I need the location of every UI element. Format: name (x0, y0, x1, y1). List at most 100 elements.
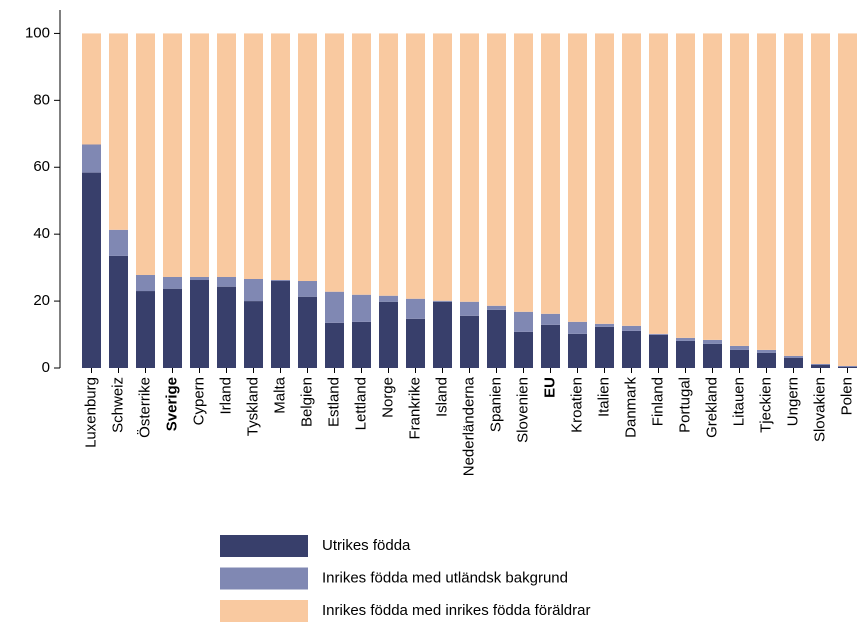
bar-segment (406, 298, 425, 319)
bar-segment (622, 325, 641, 331)
y-tick-label: 0 (42, 359, 50, 376)
bar-segment (298, 296, 317, 368)
bar-segment (595, 326, 614, 368)
x-tick-label: Frankrike (406, 377, 423, 440)
legend-label: Inrikes födda med inrikes födda föräldra… (322, 602, 590, 619)
bar-segment (514, 331, 533, 368)
bar-segment (406, 318, 425, 368)
bar-segment (325, 322, 344, 368)
bar-segment (136, 33, 155, 275)
x-tick-label: Estland (325, 377, 342, 427)
bar-segment (217, 33, 236, 277)
x-tick-label: Grekland (703, 377, 720, 438)
x-tick-label: Tjeckien (757, 377, 774, 433)
bar-segment (730, 33, 749, 346)
x-tick-label: Tyskland (244, 377, 261, 436)
x-tick-label: Schweiz (109, 377, 126, 433)
bar-segment (244, 33, 263, 280)
bar-segment (838, 366, 857, 368)
bar-segment (514, 311, 533, 332)
bar-segment (217, 286, 236, 368)
x-tick-label: Italien (595, 377, 612, 417)
bar-segment (703, 343, 722, 368)
y-tick-label: 20 (33, 292, 50, 309)
bar-segment (271, 281, 290, 368)
bar-segment (109, 33, 128, 230)
x-tick-label: EU (541, 377, 558, 398)
bar-segment (379, 295, 398, 302)
bar-segment (244, 301, 263, 368)
x-tick-label: Litauen (730, 377, 747, 426)
x-tick-label: Belgien (298, 377, 315, 427)
bar-segment (757, 349, 776, 353)
bar-segment (136, 291, 155, 368)
bar-segment (460, 33, 479, 302)
bar-segment (487, 305, 506, 310)
bar-segment (325, 291, 344, 323)
y-tick-label: 80 (33, 91, 50, 108)
bar-segment (406, 33, 425, 299)
bar-segment (703, 33, 722, 340)
bar-segment (568, 33, 587, 322)
bar-segment (757, 33, 776, 350)
bar-segment (730, 349, 749, 368)
legend-label: Utrikes födda (322, 537, 411, 554)
bar-segment (541, 324, 560, 368)
bar-segment (460, 301, 479, 316)
bar-segment (784, 33, 803, 356)
x-tick-label: Sverige (163, 377, 180, 431)
bar-segment (136, 274, 155, 292)
bar-segment (784, 355, 803, 358)
legend-swatch (220, 567, 308, 590)
bar-segment (379, 301, 398, 368)
bar-segment (649, 334, 668, 368)
bar-segment (487, 33, 506, 306)
bar-segment (568, 321, 587, 334)
bar-segment (271, 33, 290, 281)
bar-segment (811, 364, 830, 368)
x-tick-label: Portugal (676, 377, 693, 433)
bar-segment (487, 309, 506, 368)
x-tick-label: Ungern (784, 377, 801, 426)
y-tick-label: 40 (33, 225, 50, 242)
bar-segment (352, 321, 371, 368)
bar-segment (703, 339, 722, 344)
bar-segment (244, 279, 263, 302)
bar-segment (595, 33, 614, 324)
x-tick-label: Lettland (352, 377, 369, 430)
bar-segment (190, 33, 209, 277)
bar-segment (784, 357, 803, 368)
x-tick-label: Österrike (135, 377, 153, 438)
bar-segment (811, 363, 830, 365)
bar-segment (163, 276, 182, 289)
bar-segment (82, 144, 101, 173)
x-tick-label: Polen (838, 377, 855, 415)
x-tick-label: Spanien (487, 377, 504, 432)
legend-label: Inrikes födda med utländsk bakgrund (322, 569, 568, 586)
bar-segment (460, 315, 479, 368)
bar-segment (649, 333, 668, 335)
bar-segment (838, 365, 857, 367)
bar-segment (622, 33, 641, 326)
bar-segment (190, 280, 209, 368)
y-tick-label: 100 (25, 24, 50, 41)
bar-segment (82, 33, 101, 145)
bar-segment (568, 333, 587, 368)
bar-segment (298, 281, 317, 297)
x-tick-label: Irland (217, 377, 234, 415)
x-tick-label: Kroatien (568, 377, 585, 433)
bar-segment (649, 33, 668, 334)
bar-segment (352, 33, 371, 295)
bar-segment (676, 33, 695, 338)
x-tick-label: Cypern (190, 377, 207, 425)
bar-segment (325, 33, 344, 292)
x-tick-label: Slovakien (811, 377, 828, 442)
bar-segment (217, 276, 236, 287)
bar-segment (433, 300, 452, 302)
bar-segment (811, 33, 830, 364)
bar-segment (676, 340, 695, 368)
bar-segment (163, 288, 182, 368)
legend-swatch (220, 535, 308, 557)
